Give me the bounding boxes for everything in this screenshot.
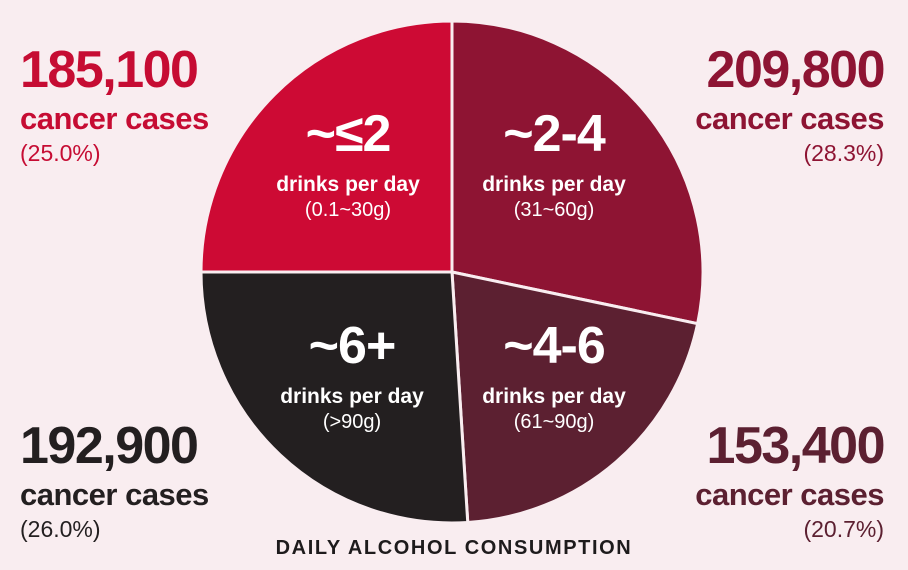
case-count-value: 209,800 (706, 41, 886, 99)
slice-2-4-main-label: ~2-4 (503, 105, 606, 163)
annotation-top-right: 209,800 cancer cases (28.3%) (695, 41, 886, 166)
slice-2-4-grams-range: (31~60g) (513, 199, 595, 222)
case-count-value: 153,400 (706, 417, 886, 475)
pie-slice-2 (450, 270, 700, 525)
pie-slice-4 (199, 19, 454, 274)
case-count-percent: (20.7%) (803, 516, 884, 542)
slice-label-6plus-drinks: ~6+ drinks per day (>90g) (280, 320, 424, 433)
chart-title: DAILY ALCOHOL CONSUMPTION (275, 537, 633, 559)
slice-4-6-grams-range: (61~90g) (513, 411, 595, 434)
slice-label-2-4-drinks: ~2-4 drinks per day (31~60g) (482, 108, 626, 221)
slice-4-6-sublabel: drinks per day (482, 385, 626, 408)
case-count-label: cancer cases (695, 101, 884, 136)
slice-4-6-main-label: ~4-6 (503, 317, 606, 375)
pie-slice-1 (450, 19, 705, 326)
slice-label-4-6-drinks: ~4-6 drinks per day (61~90g) (482, 320, 626, 433)
slice-6plus-sublabel: drinks per day (280, 385, 424, 408)
slice-2-4-sublabel: drinks per day (482, 173, 626, 196)
case-count-value: 192,900 (20, 417, 199, 475)
slice-le2-main-label: ~≤2 (305, 105, 392, 163)
case-count-percent: (28.3%) (803, 140, 884, 166)
slice-le2-grams-range: (0.1~30g) (304, 199, 392, 222)
slice-le2-sublabel: drinks per day (276, 173, 420, 196)
case-count-percent: (26.0%) (20, 516, 101, 542)
case-count-label: cancer cases (20, 477, 209, 512)
case-count-value: 185,100 (20, 41, 199, 99)
slice-label-le2-drinks: ~≤2 drinks per day (0.1~30g) (276, 108, 420, 221)
case-count-label: cancer cases (695, 477, 884, 512)
case-count-label: cancer cases (20, 101, 209, 136)
case-count-percent: (25.0%) (20, 140, 101, 166)
slice-6plus-main-label: ~6+ (308, 317, 397, 375)
annotation-top-left: 185,100 cancer cases (25.0%) (20, 44, 209, 165)
annotation-bottom-left: 192,900 cancer cases (26.0%) (20, 420, 209, 541)
slice-6plus-grams-range: (>90g) (322, 411, 382, 434)
pie-slice-3 (199, 270, 470, 525)
annotation-bottom-right: 153,400 cancer cases (20.7%) (695, 417, 886, 542)
